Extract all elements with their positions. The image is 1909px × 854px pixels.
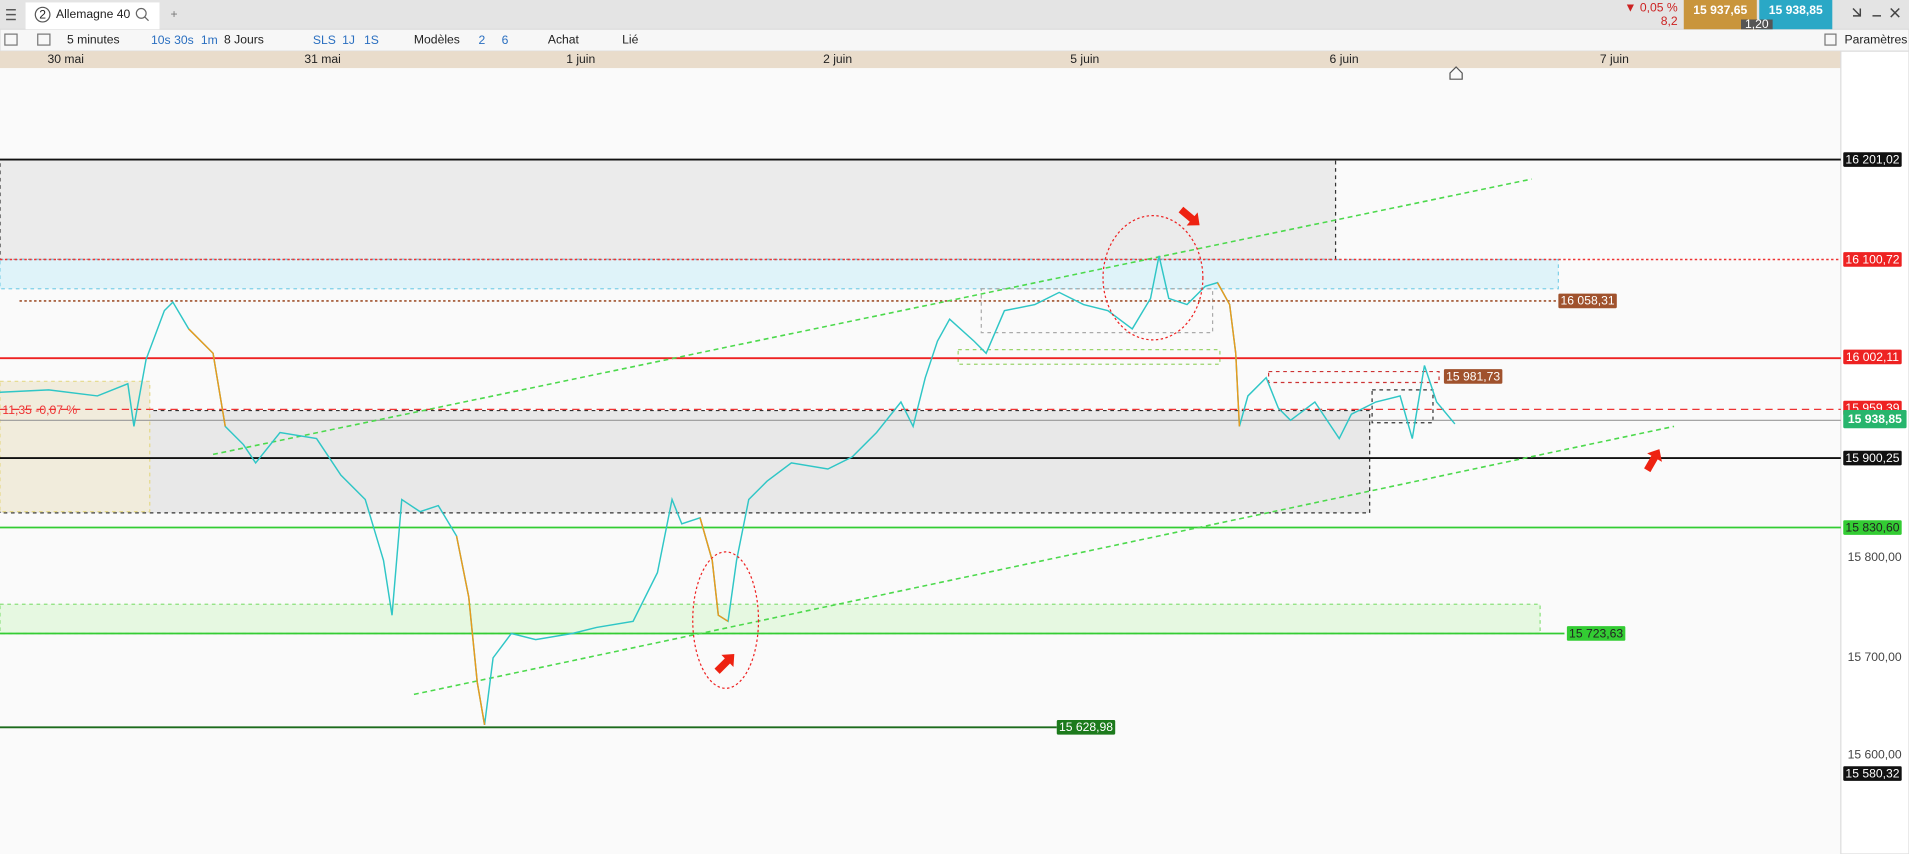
tab-badge bbox=[34, 6, 51, 23]
date-label: 5 juin bbox=[1070, 52, 1099, 66]
level-label: 16 058,31 bbox=[1561, 294, 1615, 308]
tab-title[interactable]: Allemagne 40 bbox=[56, 7, 131, 21]
zone bbox=[0, 603, 1541, 635]
level-label-box bbox=[1843, 520, 1902, 535]
zone bbox=[0, 380, 151, 513]
trendline bbox=[212, 178, 1532, 456]
highlight-ellipse bbox=[1102, 215, 1204, 341]
zone bbox=[1267, 370, 1440, 384]
search-icon[interactable] bbox=[135, 7, 147, 19]
trendline bbox=[413, 425, 1675, 696]
price-curve-down bbox=[1216, 282, 1241, 427]
count-button[interactable]: 2 bbox=[478, 33, 485, 47]
highlight-ellipse bbox=[692, 551, 760, 689]
level-label-box bbox=[1443, 369, 1503, 384]
date-label: 30 mai bbox=[47, 52, 83, 66]
price-curve-down bbox=[699, 517, 729, 622]
interval-button[interactable]: 30s bbox=[174, 33, 194, 47]
price-tick: 15 700,00 bbox=[1848, 650, 1902, 664]
date-label: 31 mai bbox=[304, 52, 340, 66]
level-label: 15 900,25 bbox=[1845, 451, 1899, 465]
date-label: 7 juin bbox=[1600, 52, 1629, 66]
price-curve-down bbox=[188, 328, 226, 427]
date-bar bbox=[0, 51, 1841, 69]
spread-box bbox=[1740, 19, 1773, 30]
settings-button[interactable]: Paramètres bbox=[1844, 32, 1907, 46]
add-tab[interactable]: + bbox=[171, 7, 178, 21]
level-label-box bbox=[1558, 293, 1617, 309]
buy-button[interactable]: Achat bbox=[548, 32, 580, 46]
level-label: 16 100,72 bbox=[1845, 252, 1899, 266]
arrow bbox=[1178, 206, 1200, 226]
period-select[interactable]: 8 Jours bbox=[224, 32, 264, 46]
change-percent: ▼ 0,05 % bbox=[1624, 1, 1677, 15]
menu-icon[interactable] bbox=[6, 9, 16, 21]
level-label: 15 981,73 bbox=[1446, 369, 1500, 383]
window-controls[interactable] bbox=[1852, 8, 1900, 18]
zone bbox=[0, 258, 1559, 290]
level-label-box bbox=[1843, 152, 1902, 167]
spread: 1,20 bbox=[1745, 17, 1769, 31]
level-label: 15 723,63 bbox=[1569, 626, 1623, 640]
date-label: 2 juin bbox=[823, 52, 852, 66]
level-label: 15 628,98 bbox=[1059, 720, 1113, 734]
level-label-box bbox=[1843, 349, 1902, 365]
mode-button[interactable]: 1J bbox=[342, 33, 355, 47]
list-icon[interactable] bbox=[4, 33, 18, 46]
level-label-box bbox=[1843, 450, 1902, 466]
models-button[interactable]: Modèles bbox=[414, 32, 460, 46]
change: 8,2 bbox=[1661, 14, 1678, 28]
ask-price[interactable]: 15 938,85 bbox=[1769, 3, 1823, 17]
level-label: 16 002,11 bbox=[1846, 350, 1899, 364]
interval-select[interactable]: 5 minutes bbox=[67, 32, 120, 46]
level-label: 15 580,32 bbox=[1845, 766, 1899, 780]
mode-button[interactable]: 1S bbox=[364, 33, 379, 47]
interval-button[interactable]: 1m bbox=[201, 33, 218, 47]
arrow bbox=[714, 654, 735, 674]
bid-price[interactable]: 15 937,65 bbox=[1693, 3, 1747, 17]
date-label: 6 juin bbox=[1330, 52, 1359, 66]
price-curve-down bbox=[455, 535, 486, 725]
level-label-box bbox=[1843, 409, 1907, 429]
search-icon bbox=[144, 16, 149, 22]
level-label: 16 201,02 bbox=[1845, 152, 1899, 166]
level-label-box bbox=[1843, 252, 1902, 267]
zone bbox=[0, 409, 1371, 514]
level-label-box bbox=[1566, 626, 1626, 641]
level-label: 15 830,60 bbox=[1845, 520, 1899, 534]
tab-number: 2 bbox=[39, 7, 46, 21]
toolbar bbox=[0, 28, 1909, 52]
level-label: 15 938,85 bbox=[1848, 412, 1902, 426]
price-tick: 15 800,00 bbox=[1848, 550, 1902, 564]
position-label: 11,35 -0,07 % bbox=[2, 403, 77, 417]
settings-icon[interactable] bbox=[1824, 33, 1837, 46]
linked-button[interactable]: Lié bbox=[622, 32, 638, 46]
level-label-box bbox=[1056, 719, 1116, 735]
price-tick: 15 600,00 bbox=[1848, 748, 1902, 762]
date-label: 1 juin bbox=[566, 52, 595, 66]
marker bbox=[1449, 66, 1463, 80]
arrow bbox=[1644, 449, 1662, 473]
layout-icon[interactable] bbox=[37, 33, 51, 46]
mode-button[interactable]: SLS bbox=[313, 33, 336, 47]
tab-bar bbox=[0, 0, 1909, 30]
count-button[interactable]: 6 bbox=[502, 33, 509, 47]
zone bbox=[0, 158, 1337, 261]
interval-button[interactable]: 10s bbox=[151, 33, 171, 47]
level-label-box bbox=[1843, 766, 1902, 781]
zone bbox=[1371, 389, 1434, 424]
